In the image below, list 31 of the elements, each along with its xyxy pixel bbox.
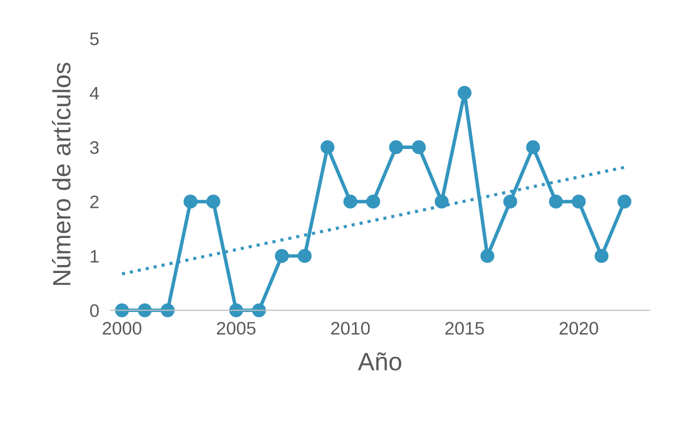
point <box>480 249 494 263</box>
point <box>298 249 312 263</box>
x-axis-title: Año <box>358 352 402 370</box>
point <box>526 140 540 154</box>
x-tick-label: 2005 <box>216 322 256 335</box>
x-tick-label: 2010 <box>331 322 370 335</box>
point <box>274 249 289 263</box>
x-tick-label: 2020 <box>560 322 598 335</box>
point <box>389 140 403 154</box>
point <box>434 194 449 209</box>
point <box>572 194 586 209</box>
y-tick-label: 4 <box>90 86 99 100</box>
point <box>548 194 563 209</box>
point <box>458 86 472 100</box>
point <box>343 194 358 209</box>
y-tick-label: 5 <box>90 32 99 46</box>
point <box>594 249 609 263</box>
y-axis-title: Número de artículos <box>52 62 71 285</box>
point <box>320 140 334 154</box>
y-tick-label: 0 <box>90 304 99 318</box>
x-tick-label: 2015 <box>445 322 484 335</box>
point <box>617 194 632 209</box>
point <box>503 194 518 209</box>
y-tick-label: 3 <box>90 141 99 154</box>
point <box>366 194 380 209</box>
point <box>412 140 426 154</box>
y-tick-label: 1 <box>90 250 99 262</box>
point <box>184 194 198 209</box>
y-tick-label: 2 <box>90 196 99 208</box>
point <box>206 194 220 209</box>
x-tick-label: 2000 <box>102 322 142 335</box>
